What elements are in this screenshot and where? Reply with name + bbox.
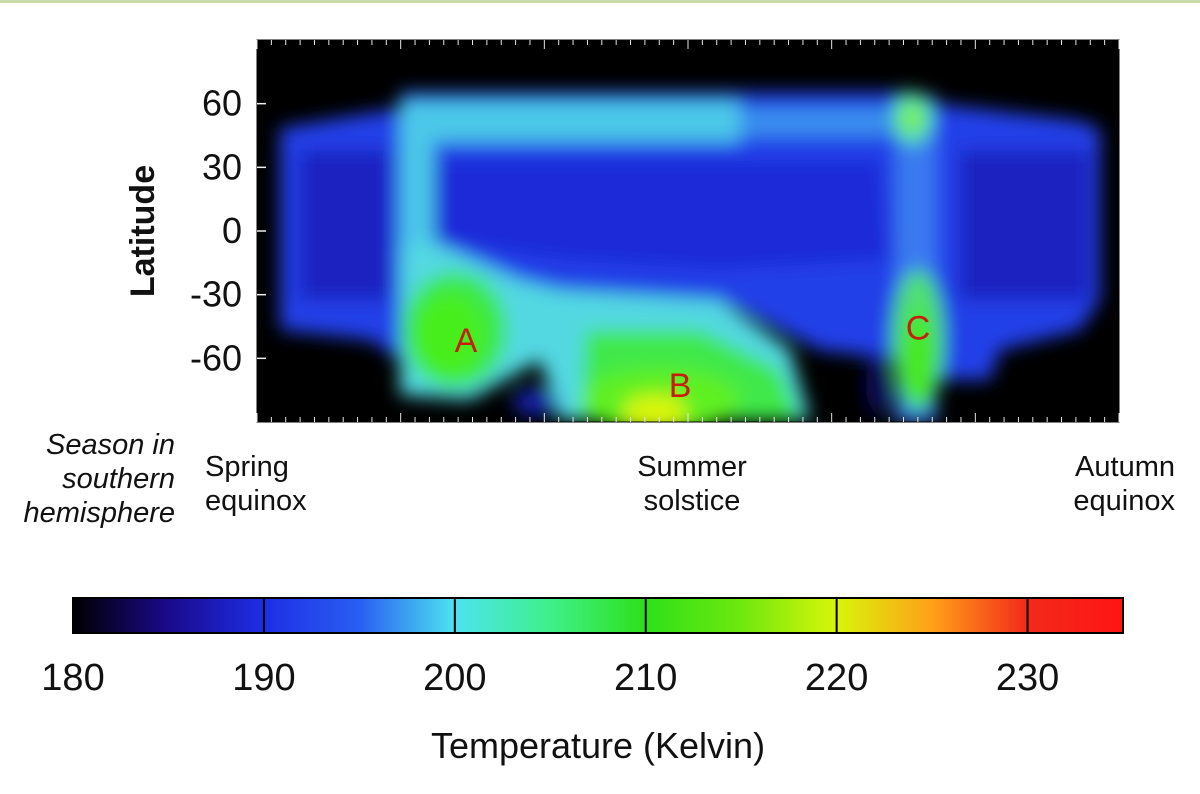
top-rule	[0, 0, 1200, 3]
region-labels: A B C	[455, 310, 931, 405]
y-tick-label: 60	[202, 83, 242, 124]
colorbar	[72, 597, 1124, 634]
colorbar-label: Temperature (Kelvin)	[431, 725, 765, 766]
season-autumn: Autumn equinox	[1073, 451, 1175, 517]
colorbar-tick-label: 190	[232, 657, 295, 699]
y-tick-label: 30	[202, 146, 242, 187]
y-tick-label: 0	[222, 210, 242, 251]
y-tick-label: -60	[190, 337, 242, 378]
y-tick-label: -30	[190, 274, 242, 315]
region-label-b: B	[669, 367, 692, 405]
colorbar-tick-label: 210	[614, 657, 677, 699]
colorbar-tick-label: 220	[805, 657, 868, 699]
season-caption: Season in southern hemisphere	[23, 429, 175, 529]
season-summer: Summer solstice	[637, 451, 747, 517]
colorbar-tick-label: 200	[423, 657, 486, 699]
region-label-c: C	[906, 310, 931, 348]
y-ticks: 60 30 0 -30 -60	[190, 83, 266, 378]
heatmap	[257, 40, 1119, 422]
season-spring: Spring equinox	[205, 451, 307, 517]
colorbar-tick-label: 180	[41, 657, 104, 699]
x-ticks	[256, 40, 1120, 422]
region-label-a: A	[455, 322, 478, 360]
y-axis-label: Latitude	[124, 165, 162, 297]
colorbar-ticks: 180 190 200 210 220 230	[41, 598, 1059, 699]
colorbar-tick-label: 230	[996, 657, 1059, 699]
